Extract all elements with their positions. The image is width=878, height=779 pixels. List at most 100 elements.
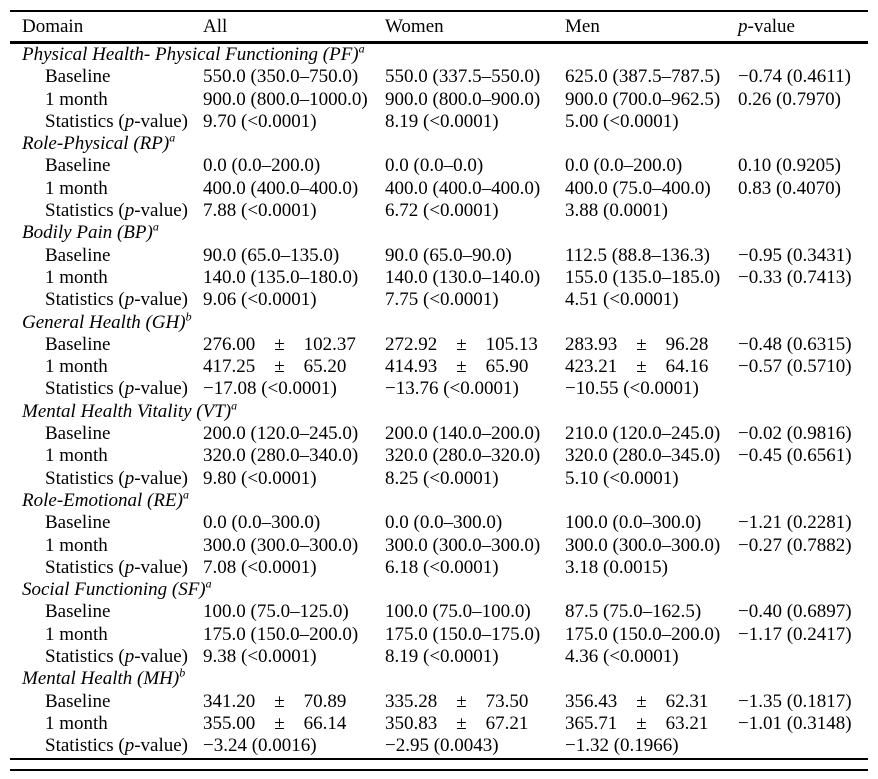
section-title-row: Role-Emotional (RE)a [10,489,868,512]
row-label-part: Statistics ( [45,289,125,311]
pvalue-cell: −0.27 (0.7882) [738,534,852,556]
men-value-cell: 0.0 (0.0–200.0) [565,155,683,177]
women-value-cell: 900.0 (800.0–900.0) [385,88,541,110]
men-value-cell: 300.0 (300.0–300.0) [565,534,721,556]
row-label-part: Baseline [45,690,111,712]
column-header-men: Men [565,15,600,37]
section-title-superscript: a [169,130,176,145]
row-label: Baseline [10,691,203,713]
all-value-cell: 9.06 (<0.0001) [203,289,317,311]
table-row: Baseline 550.0 (350.0–750.0) 550.0 (337.5–… [10,66,868,88]
table-row: Baseline 0.0 (0.0–300.0) 0.0 (0.0–300.0) 10… [10,512,868,534]
women-value-cell: 200.0 (140.0–200.0) [385,423,541,445]
row-label-part: Statistics ( [45,556,125,578]
row-label: 1 month [10,713,203,735]
table-row: 1 month 355.00 ± 66.14 350.83 ± 67.21 365.7… [10,713,868,735]
row-label-part: 1 month [45,266,108,288]
all-value-cell: 0.0 (0.0–300.0) [203,512,321,534]
table-row: 1 month 175.0 (150.0–200.0) 175.0 (150.0–1… [10,624,868,646]
header-text-part: -value [747,15,795,37]
pvalue-cell: −1.17 (0.2417) [738,623,852,645]
section-title-superscript: a [152,220,159,235]
section-title-text: Role-Physical (RP) [22,133,170,155]
section-title-row: Social Functioning (SF)a [10,578,868,601]
header-text-part: p [738,15,748,37]
row-label: Baseline [10,66,203,88]
all-value-cell: 417.25 ± 65.20 [203,356,347,378]
row-label: Baseline [10,245,203,267]
men-value-cell: 365.71 ± 63.21 [565,712,709,734]
row-label-part: Baseline [45,423,111,445]
women-value-cell: 8.19 (<0.0001) [385,110,499,132]
row-label: 1 month [10,624,203,646]
row-label: Statistics (p-value) [10,735,203,757]
men-value-cell: 400.0 (75.0–400.0) [565,177,711,199]
row-label-part: -value) [134,556,189,578]
all-value-cell: 900.0 (800.0–1000.0) [203,88,368,110]
men-value-cell: 423.21 ± 64.16 [565,356,709,378]
row-label-part: p [124,735,135,757]
all-value-cell: 7.88 (<0.0001) [203,200,317,222]
column-header-domain: Domain [22,15,84,37]
row-label-part: Statistics ( [45,646,125,668]
row-label-part: Statistics ( [45,735,125,757]
all-value-cell: 400.0 (400.0–400.0) [203,177,359,199]
section-title-superscript: b [179,665,186,680]
all-value-cell: 300.0 (300.0–300.0) [203,534,359,556]
row-label: Statistics (p-value) [10,646,203,668]
women-value-cell: −2.95 (0.0043) [385,735,499,757]
women-value-cell: 300.0 (300.0–300.0) [385,534,541,556]
table-row: Statistics (p-value) 7.88 (<0.0001) 6.72 (… [10,200,868,222]
table-row: Statistics (p-value) 9.70 (<0.0001) 8.19 (… [10,111,868,133]
section-title-superscript: a [358,41,365,56]
row-label-part: p [124,467,135,489]
pvalue-cell: −0.45 (0.6561) [738,445,852,467]
pvalue-cell: 0.83 (0.4070) [738,177,841,199]
section-title-text: Mental Health (MH) [22,668,180,690]
men-value-cell: 175.0 (150.0–200.0) [565,623,721,645]
pvalue-cell: 0.10 (0.9205) [738,155,841,177]
women-value-cell: 140.0 (130.0–140.0) [385,266,541,288]
table-row: 1 month 320.0 (280.0–340.0) 320.0 (280.0–3… [10,445,868,467]
pvalue-cell: −0.95 (0.3431) [738,244,852,266]
women-value-cell: 350.83 ± 67.21 [385,712,529,734]
all-value-cell: 9.70 (<0.0001) [203,110,317,132]
row-label: Statistics (p-value) [10,557,203,579]
women-value-cell: 6.72 (<0.0001) [385,200,499,222]
table-row: Statistics (p-value) −17.08 (<0.0001) −13.… [10,378,868,400]
row-label: 1 month [10,89,203,111]
women-value-cell: −13.76 (<0.0001) [385,378,519,400]
row-label: 1 month [10,178,203,200]
row-label-part: -value) [134,200,189,222]
section-title-row: Physical Health- Physical Functioning (P… [10,41,868,66]
row-label-part: Baseline [45,155,111,177]
section-title-row: Mental Health (MH)b [10,665,868,690]
table-row: Statistics (p-value) 9.80 (<0.0001) 8.25 (… [10,468,868,490]
row-label: Baseline [10,155,203,177]
women-value-cell: 400.0 (400.0–400.0) [385,177,541,199]
row-label: 1 month [10,356,203,378]
row-label-part: 1 month [45,445,108,467]
row-label-part: Statistics ( [45,110,125,132]
pvalue-cell: 0.26 (0.7970) [738,88,841,110]
table-body: Physical Health- Physical Functioning (P… [10,41,868,758]
women-value-cell: 320.0 (280.0–320.0) [385,445,541,467]
row-label: Baseline [10,601,203,623]
men-value-cell: 5.00 (<0.0001) [565,110,679,132]
women-value-cell: 0.0 (0.0–300.0) [385,512,503,534]
men-value-cell: 356.43 ± 62.31 [565,690,709,712]
women-value-cell: 0.0 (0.0–0.0) [385,155,484,177]
men-value-cell: 3.18 (0.0015) [565,556,668,578]
row-label-part: p [124,110,135,132]
table-row: Baseline 200.0 (120.0–245.0) 200.0 (140.0–… [10,423,868,445]
row-label-part: Baseline [45,512,111,534]
all-value-cell: −3.24 (0.0016) [203,735,317,757]
table-row: Statistics (p-value) −3.24 (0.0016) −2.95 … [10,735,868,757]
men-value-cell: 112.5 (88.8–136.3) [565,244,710,266]
pvalue-cell: −1.35 (0.1817) [738,690,852,712]
row-label-part: -value) [134,110,189,132]
women-value-cell: 6.18 (<0.0001) [385,556,499,578]
all-value-cell: 100.0 (75.0–125.0) [203,601,349,623]
all-value-cell: 175.0 (150.0–200.0) [203,623,359,645]
pvalue-cell: −0.33 (0.7413) [738,266,852,288]
